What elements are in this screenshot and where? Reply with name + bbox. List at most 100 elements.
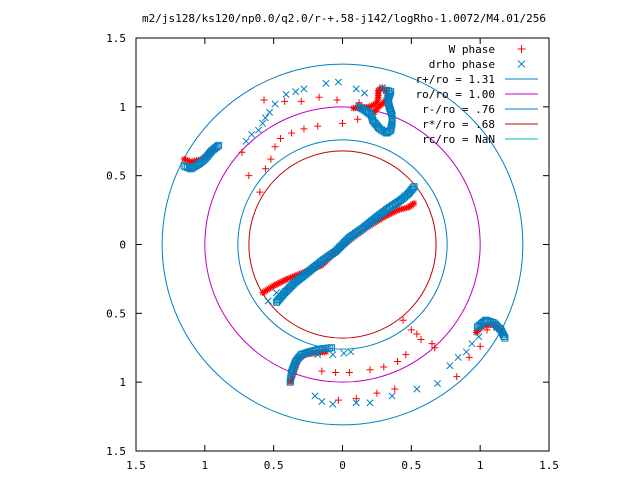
w-phase-point <box>279 278 287 285</box>
w-phase-point <box>407 326 415 334</box>
drho-phase-point <box>378 84 386 92</box>
drho-phase-point <box>285 284 293 292</box>
drho-phase-point <box>409 184 417 192</box>
y-tick-label: 0 <box>119 239 126 252</box>
drho-phase-point <box>366 399 374 407</box>
drho-phase-point <box>340 349 348 357</box>
w-phase-point <box>186 158 193 165</box>
w-phase-point <box>339 119 346 127</box>
w-phase-point <box>388 209 395 217</box>
w-phase-point <box>281 97 289 105</box>
legend-label: ro/ro = 1.00 <box>416 88 495 101</box>
w-phase-point <box>483 326 491 334</box>
w-phase-point <box>391 385 399 393</box>
legend-label: r-/ro = .76 <box>422 103 495 116</box>
w-phase-point <box>383 212 391 219</box>
w-phase-point <box>352 395 360 403</box>
drho-phase-point <box>433 379 442 388</box>
drho-phase-point <box>254 126 263 134</box>
legend-marker-plus <box>517 45 526 53</box>
w-phase-point <box>318 367 326 375</box>
w-phase-point <box>431 344 439 352</box>
w-phase-point <box>287 274 295 281</box>
drho-phase-point <box>314 351 322 359</box>
legend-label: drho phase <box>429 58 495 71</box>
circle-rro <box>248 150 437 339</box>
w-phase-point <box>428 340 436 348</box>
w-phase-point <box>389 209 397 216</box>
drho-phase-point <box>352 399 360 407</box>
drho-phase-point <box>265 108 274 116</box>
drho-phase-point <box>261 114 269 122</box>
w-phase-point <box>334 396 342 404</box>
drho-phase-point <box>311 392 319 400</box>
w-phase-point <box>276 279 283 286</box>
w-phase-point <box>410 200 418 207</box>
w-phase-point <box>476 342 484 350</box>
legend: W phase drho phase r+/ro = 1.31 ro/ro = 1.0… <box>416 43 538 146</box>
x-tick-label: 1 <box>477 459 484 472</box>
circle-rro <box>237 139 448 350</box>
w-phase-point <box>333 96 341 104</box>
drho-phase-point <box>413 385 421 393</box>
w-phase-point <box>332 369 340 377</box>
w-phase-point <box>386 210 394 218</box>
w-phase-point <box>273 281 280 288</box>
x-tick-label: 0 <box>339 459 346 472</box>
drho-phase-point <box>242 137 250 145</box>
w-phase-point <box>300 125 308 133</box>
w-phase-point <box>281 277 288 284</box>
w-phase-point <box>275 280 282 287</box>
w-phase-point <box>417 335 425 343</box>
w-phase-point <box>271 143 279 151</box>
drho-phase-point <box>264 297 272 305</box>
drho-phase-point <box>446 362 454 370</box>
w-phase-point <box>180 155 188 163</box>
w-phase-point <box>297 97 305 105</box>
x-tick-label: 1 <box>202 459 209 472</box>
drho-phase-point <box>387 88 395 96</box>
w-phase-point <box>285 275 293 282</box>
w-phase-point <box>238 148 246 156</box>
w-phase-point <box>498 330 506 338</box>
w-phase-point <box>402 351 410 359</box>
y-tick-label: 0.5 <box>106 170 126 183</box>
legend-label: W phase <box>449 43 495 56</box>
w-phase-point <box>315 93 323 101</box>
drho-phase-point <box>334 78 342 86</box>
circle-roro <box>204 106 481 383</box>
w-phase-point <box>413 330 421 338</box>
drho-phase-point <box>500 332 508 340</box>
circle-rro <box>161 63 524 426</box>
drho-phase-point <box>318 397 326 405</box>
w-phase-point <box>184 157 191 164</box>
legend-label: r*/ro = .68 <box>422 118 495 131</box>
w-phase-point <box>271 281 279 289</box>
y-tick-label: 1 <box>119 376 126 389</box>
drho-phase-point <box>468 340 476 348</box>
w-phase-point <box>380 363 388 371</box>
w-phase-point <box>314 122 322 130</box>
drho-phase-point <box>454 353 462 361</box>
drho-phase-point <box>284 285 292 293</box>
drho-phase-point <box>388 392 396 400</box>
w-phase-point <box>182 156 190 164</box>
w-phase-point <box>345 369 353 377</box>
series-drho-phase <box>180 78 509 408</box>
w-phase-point <box>399 316 407 324</box>
drho-phase-point <box>282 287 290 295</box>
drho-phase-point <box>329 351 337 359</box>
y-tick-label: 1 <box>119 101 126 114</box>
drho-phase-point <box>329 400 337 408</box>
w-phase-point <box>286 378 294 386</box>
drho-phase-point <box>385 87 393 95</box>
x-tick-label: 0.5 <box>264 459 284 472</box>
drho-phase-point <box>347 348 355 356</box>
w-phase-point <box>394 358 402 366</box>
w-phase-point <box>392 207 400 215</box>
w-phase-point <box>366 366 374 374</box>
drho-phase-point <box>281 289 289 297</box>
w-phase-point <box>282 276 290 283</box>
